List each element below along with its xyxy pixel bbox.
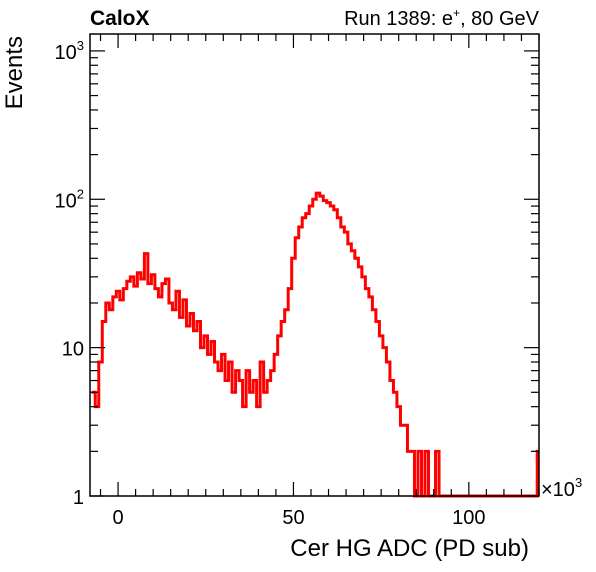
series-line-0: [91, 191, 539, 498]
y-tick-label: 10: [62, 339, 84, 361]
run-label-tail: , 80 GeV: [460, 8, 540, 30]
x-tick-label: 0: [113, 507, 124, 529]
y-tick-label-sup: 3: [77, 38, 84, 53]
x-tick-label: 100: [452, 507, 485, 529]
calox-label: CaloX: [90, 7, 150, 30]
y-tick-label-sup: 2: [77, 186, 84, 201]
y-tick-label: 103: [55, 38, 84, 64]
x-multiplier-base: ×10: [541, 479, 575, 501]
y-axis-label: Events: [1, 36, 28, 109]
x-tick-label: 50: [282, 507, 304, 529]
x-multiplier-label: ×103: [541, 475, 582, 501]
x-axis-label: Cer HG ADC (PD sub): [290, 535, 529, 562]
y-tick-label-base: 10: [62, 339, 84, 361]
y-tick-label: 102: [55, 186, 84, 212]
run-label-sup: +: [453, 6, 460, 20]
y-tick-label-base: 1: [73, 487, 84, 509]
x-multiplier-exp: 3: [575, 475, 582, 490]
y-tick-label: 1: [73, 487, 84, 509]
run-label: Run 1389: e+, 80 GeV: [344, 6, 540, 30]
y-tick-label-base: 10: [55, 42, 77, 64]
y-tick-label-base: 10: [55, 190, 77, 212]
run-label-main: Run 1389: e: [344, 8, 453, 30]
chart-marks: [91, 191, 539, 498]
plot-frame: [89, 33, 540, 497]
